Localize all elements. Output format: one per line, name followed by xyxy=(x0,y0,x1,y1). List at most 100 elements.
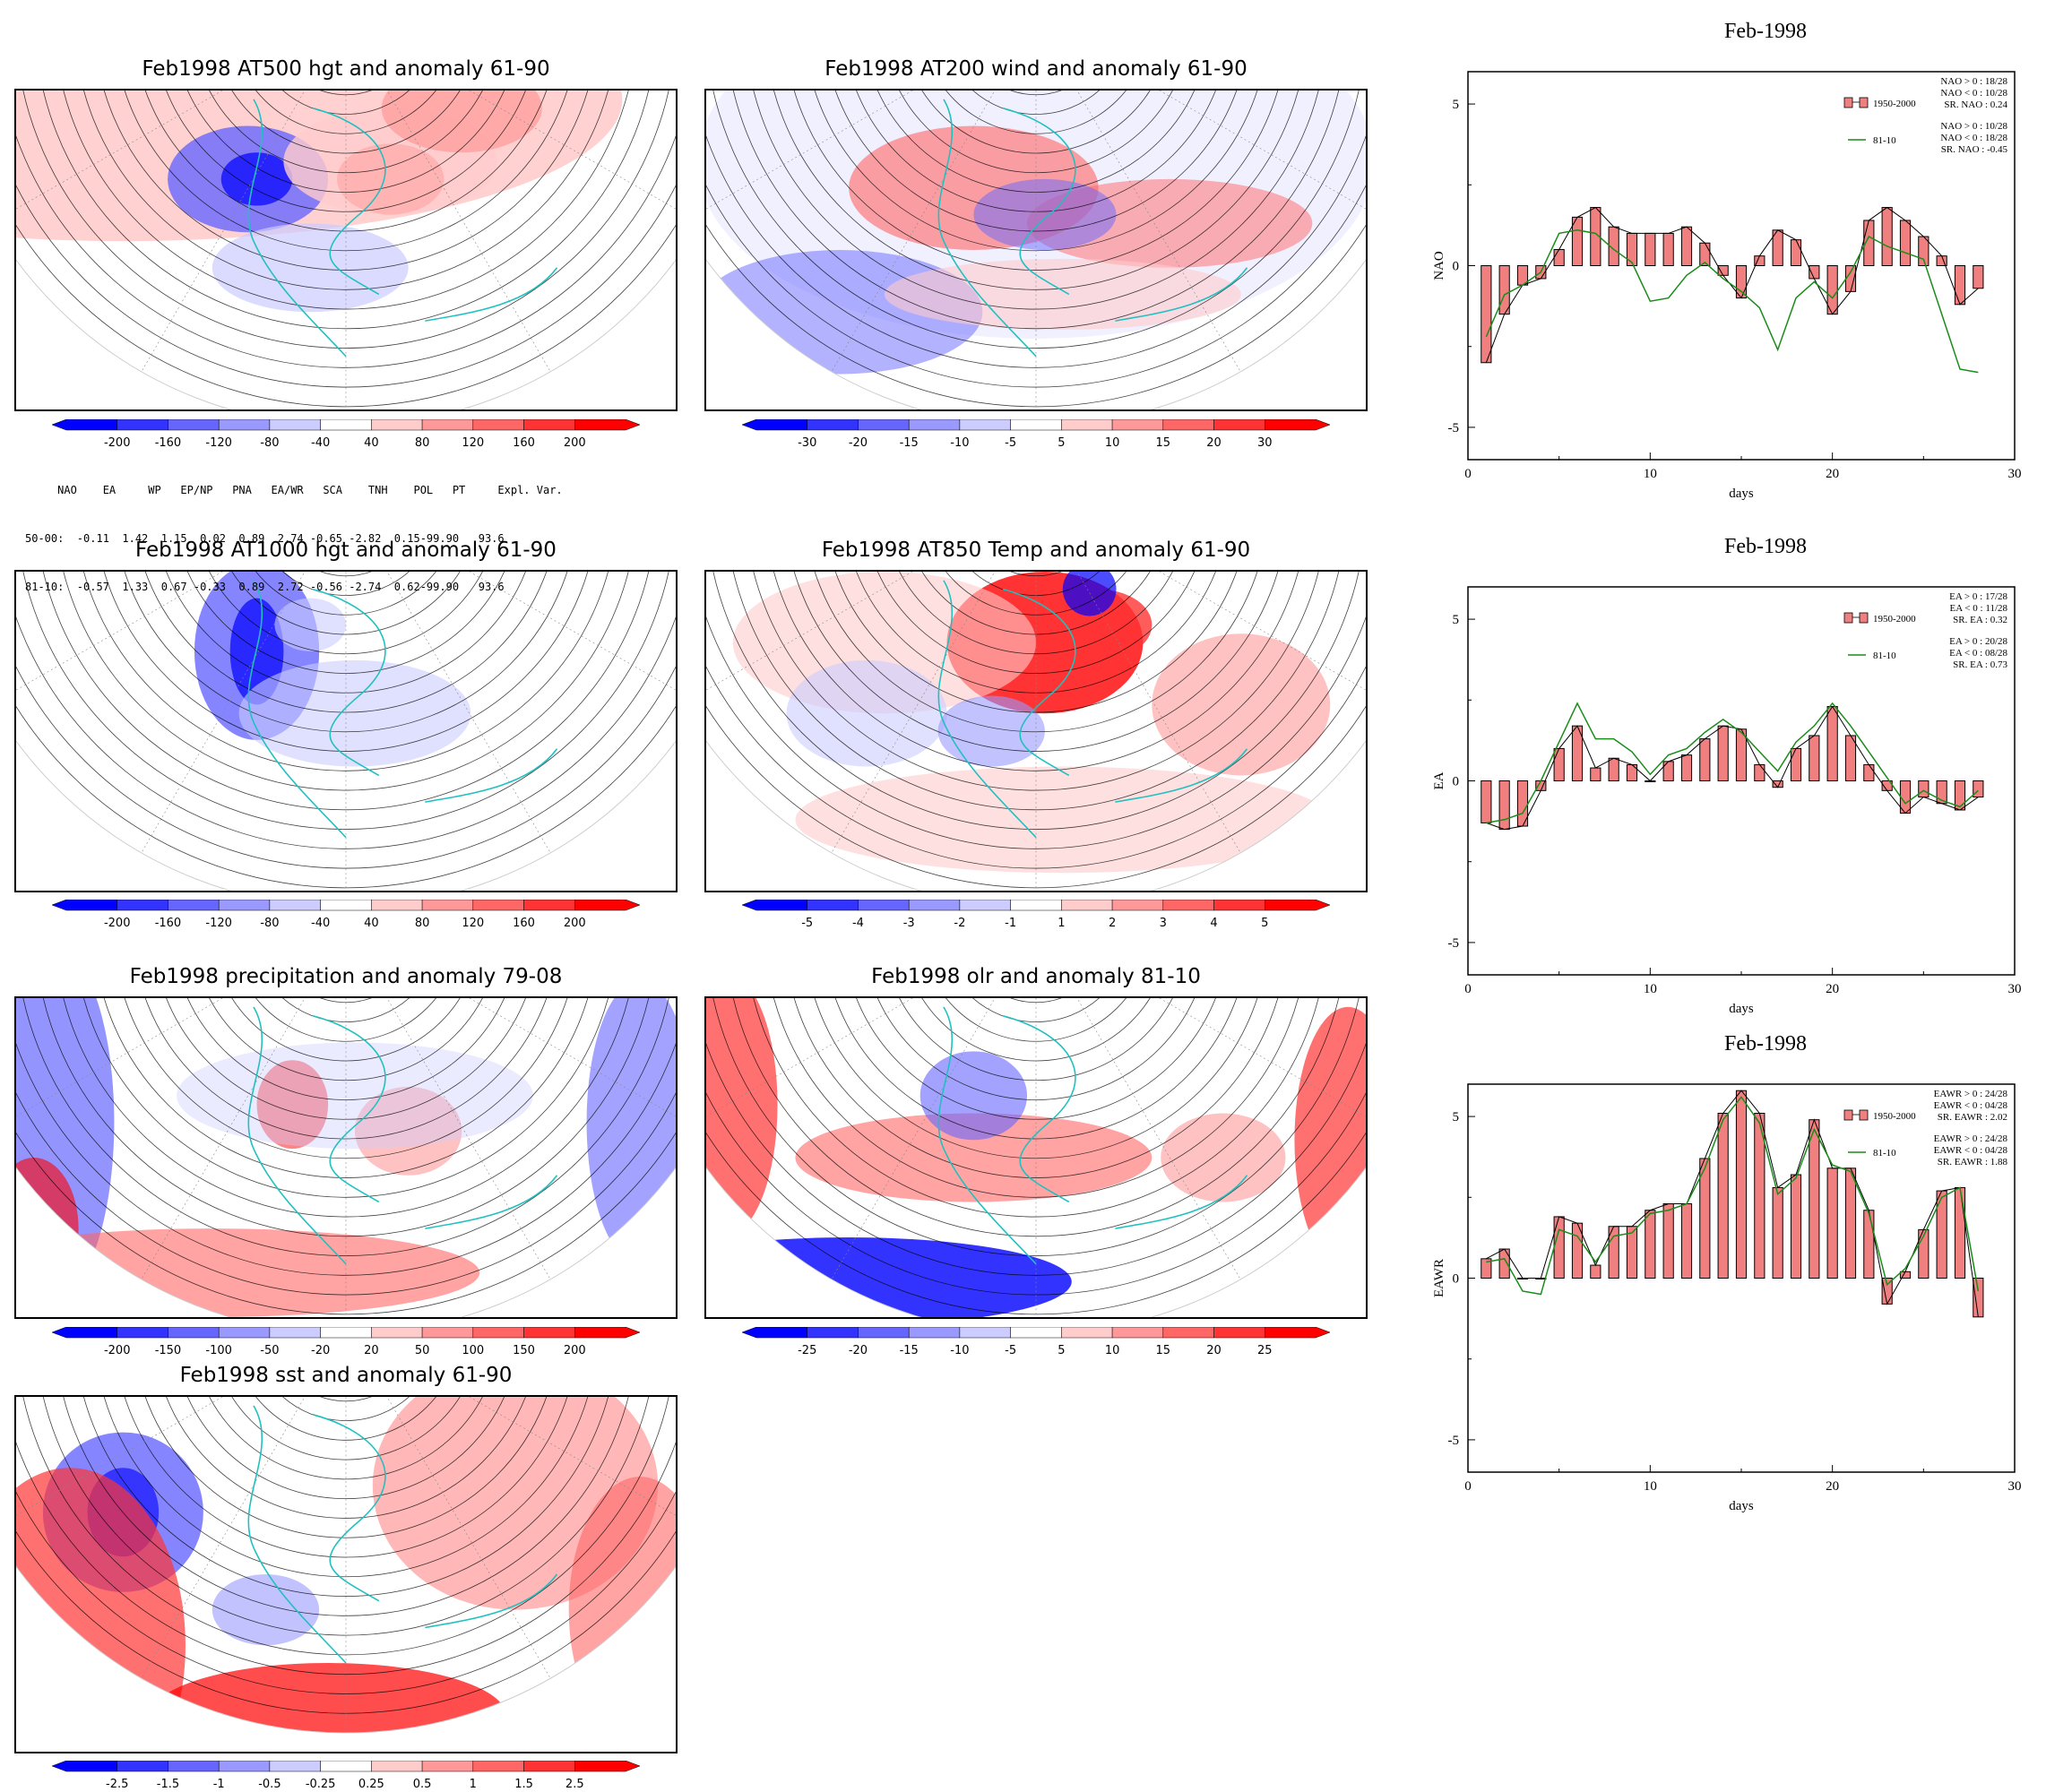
bar xyxy=(1645,232,1656,267)
map-title-at850: Feb1998 AT850 Temp and anomaly 61-90 xyxy=(821,538,1251,562)
x-tick-label: 20 xyxy=(1826,982,1839,996)
colorbar-swatch xyxy=(52,900,117,911)
colorbar-tick-label: -1 xyxy=(213,1778,225,1791)
y-tick-label: 5 xyxy=(1453,613,1460,627)
colorbar-tick-label: -5 xyxy=(1005,1344,1016,1357)
colorbar-swatch xyxy=(858,419,910,431)
colorbar-tick-label: -40 xyxy=(311,917,330,930)
map-title-precip: Feb1998 precipitation and anomaly 79-08 xyxy=(129,965,563,988)
colorbar-tick-label: -5 xyxy=(1005,436,1016,450)
map-panel-olr xyxy=(704,996,1368,1319)
colorbar-swatch xyxy=(1111,419,1164,431)
x-tick-label: 10 xyxy=(1644,1479,1657,1494)
y-tick-label: 5 xyxy=(1453,1110,1460,1124)
bar xyxy=(1662,232,1674,267)
map-panel-at500 xyxy=(14,89,678,411)
colorbar-swatch xyxy=(117,1327,168,1339)
legend-stat-text: EA > 0 : 20/28 xyxy=(1949,636,2007,647)
colorbar-tick-label: 120 xyxy=(462,436,484,450)
legend-stat-text: SR. NAO : 0.24 xyxy=(1944,99,2007,110)
colorbar-tick-label: 1.5 xyxy=(514,1778,533,1791)
bar xyxy=(1662,1203,1674,1279)
bar xyxy=(1481,780,1492,823)
ts-title-eawr: Feb-1998 xyxy=(1724,1032,1807,1055)
colorbar-tick-label: -200 xyxy=(104,1344,131,1357)
bar xyxy=(1626,763,1638,781)
index-table-header: NAO EA WP EP/NP PNA EA/WR SCA TNH POL PT… xyxy=(25,484,563,496)
bar xyxy=(1790,747,1802,782)
colorbar-tick-label: 40 xyxy=(364,436,379,450)
colorbar-tick-label: 10 xyxy=(1105,436,1120,450)
colorbar-tick-label: 20 xyxy=(1206,436,1222,450)
x-tick-label: 30 xyxy=(2008,1479,2022,1494)
colorbar-swatch xyxy=(523,419,575,431)
colorbar-precip: -200 -150 -100 -50 -20 20 50 100 150 200 xyxy=(52,1327,640,1357)
y-tick-label: -5 xyxy=(1448,1434,1460,1448)
legend-stat-text: EAWR < 0 : 04/28 xyxy=(1934,1145,2008,1156)
colorbar-tick-label: -160 xyxy=(155,436,182,450)
legend-stat-text: SR. NAO : -0.45 xyxy=(1941,144,2008,155)
colorbar-tick-label: -25 xyxy=(798,1344,816,1357)
colorbar-swatch xyxy=(472,1761,524,1772)
colorbar-swatch xyxy=(959,900,1011,911)
colorbar-tick-label: -80 xyxy=(260,436,279,450)
colorbar-swatch xyxy=(168,1327,220,1339)
legend-stat-text: SR. EA : 0.73 xyxy=(1953,659,2007,670)
colorbar-swatch xyxy=(421,419,474,431)
bar xyxy=(1498,780,1510,831)
colorbar-tick-label: 20 xyxy=(1206,1344,1222,1357)
legend-bar-swatch xyxy=(1859,612,1869,624)
y-tick-label: -5 xyxy=(1448,936,1460,951)
x-tick-label: 30 xyxy=(2008,467,2022,481)
colorbar-swatch xyxy=(269,900,321,911)
colorbar-swatch xyxy=(218,419,271,431)
colorbar-tick-label: 200 xyxy=(564,917,586,930)
legend-bar-swatch xyxy=(1843,612,1853,624)
bar xyxy=(1553,248,1565,266)
map-panel-at850 xyxy=(704,570,1368,892)
x-tick-label: 20 xyxy=(1826,467,1839,481)
colorbar-tick-label: -160 xyxy=(155,917,182,930)
legend-bar-label: 1950-2000 xyxy=(1873,614,1916,625)
bar xyxy=(1790,239,1802,266)
legend-line-label: 81-10 xyxy=(1873,650,1896,661)
bar xyxy=(1498,1248,1510,1279)
colorbar-tick-label: -10 xyxy=(950,1344,969,1357)
colorbar-tick-label: -100 xyxy=(205,1344,232,1357)
colorbar-swatch xyxy=(371,1761,423,1772)
bar xyxy=(1680,754,1693,781)
bar-top-line xyxy=(1486,1090,1979,1317)
colorbar-swatch xyxy=(269,419,321,431)
legend-bar-swatch xyxy=(1843,97,1853,108)
bar xyxy=(1571,216,1584,266)
colorbar-swatch xyxy=(168,900,220,911)
colorbar-swatch xyxy=(52,419,117,431)
colorbar-tick-label: -200 xyxy=(104,436,131,450)
colorbar-tick-label: -20 xyxy=(849,1344,868,1357)
map-panel-precip xyxy=(14,996,678,1319)
colorbar-at200: -30 -20 -15 -10 -5 5 10 15 20 30 xyxy=(742,419,1330,450)
colorbar-tick-label: 160 xyxy=(513,917,535,930)
colorbar-tick-label: 1 xyxy=(1058,917,1065,930)
colorbar-swatch xyxy=(117,1761,168,1772)
colorbar-tick-label: 3 xyxy=(1160,917,1167,930)
colorbar-swatch xyxy=(1162,900,1214,911)
bar xyxy=(1590,767,1601,781)
y-axis-label: EA xyxy=(1432,771,1446,789)
colorbar-tick-label: 120 xyxy=(462,917,484,930)
map-title-at1000: Feb1998 AT1000 hgt and anomaly 61-90 xyxy=(135,538,557,562)
colorbar-swatch xyxy=(1213,1327,1265,1339)
colorbar-swatch xyxy=(858,1327,910,1339)
colorbar-swatch xyxy=(320,900,372,911)
colorbar-tick-label: 0.5 xyxy=(413,1778,432,1791)
colorbar-swatch xyxy=(371,900,423,911)
colorbar-tick-label: 5 xyxy=(1058,436,1065,450)
colorbar-tick-label: -40 xyxy=(311,436,330,450)
bar xyxy=(1973,265,1984,289)
colorbar-swatch xyxy=(807,1327,859,1339)
ts-chart-ea: 0 10 20 30 5 0 -5 days EA EA > 0 : 17/28 EA < 0 : … xyxy=(1425,586,2034,1017)
legend-stat-text: NAO < 0 : 10/28 xyxy=(1940,88,2007,99)
colorbar-swatch xyxy=(52,1761,117,1772)
bar xyxy=(1498,265,1510,315)
bar xyxy=(1553,1216,1565,1279)
